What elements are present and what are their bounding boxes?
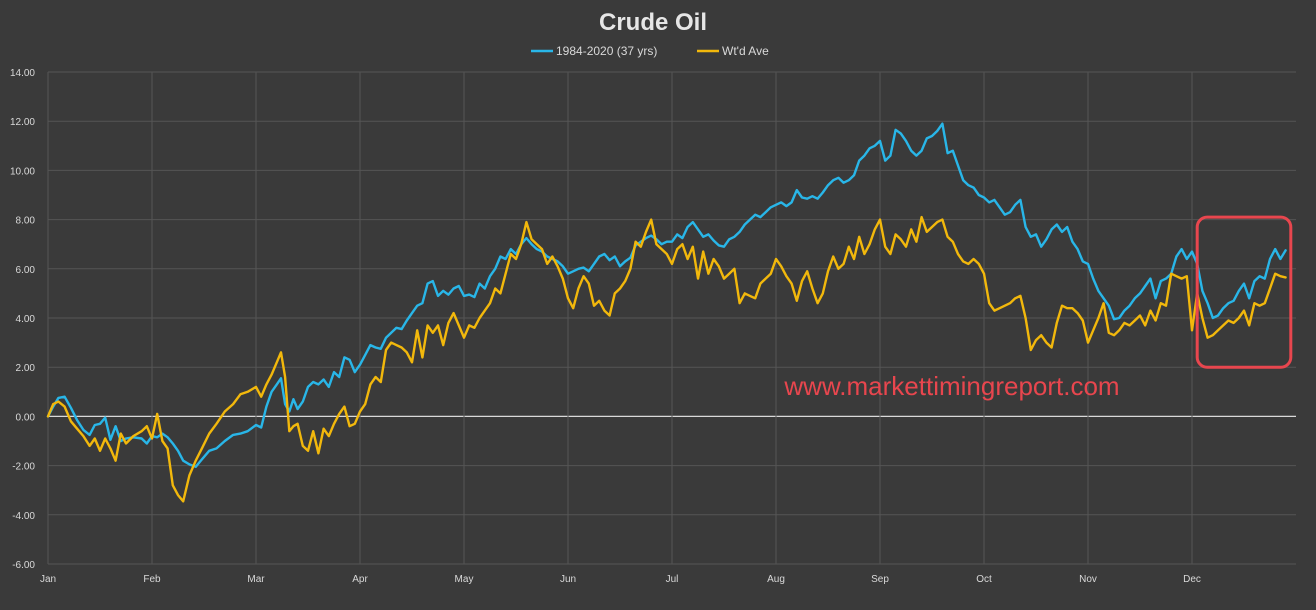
legend-label-2: Wt'd Ave	[722, 44, 769, 58]
x-tick-label: Sep	[871, 574, 889, 585]
grid	[47, 71, 1296, 565]
y-tick-label: 2.00	[16, 363, 36, 374]
x-tick-label: Nov	[1079, 574, 1097, 585]
x-tick-label: Feb	[143, 574, 161, 585]
y-tick-label: 6.00	[16, 265, 36, 276]
series-line-2	[46, 215, 1287, 503]
y-tick-label: 12.00	[10, 117, 35, 128]
chart-title: Crude Oil	[599, 9, 707, 36]
legend-label-1: 1984-2020 (37 yrs)	[556, 44, 657, 58]
y-tick-label: 8.00	[16, 216, 36, 227]
x-tick-label: May	[455, 574, 474, 585]
x-axis-ticks: Jan Feb Mar Apr May Jun Jul Aug Sep Oct Nov Dec	[40, 574, 1201, 585]
series-line-1	[46, 122, 1287, 468]
x-tick-label: Oct	[976, 574, 992, 585]
x-tick-label: Mar	[247, 574, 265, 585]
y-tick-label: -6.00	[12, 560, 35, 571]
y-tick-label: 14.00	[10, 68, 35, 79]
highlight-box	[1195, 215, 1293, 369]
x-tick-label: Apr	[352, 574, 368, 585]
x-tick-label: Dec	[1183, 574, 1201, 585]
y-tick-label: -2.00	[12, 462, 35, 473]
y-tick-label: 4.00	[16, 314, 36, 325]
x-tick-label: Aug	[767, 574, 785, 585]
x-tick-label: Jul	[666, 574, 679, 585]
y-axis-ticks: 14.00 12.00 10.00 8.00 6.00 4.00 2.00 0.00 -2.00…	[10, 68, 35, 571]
y-tick-label: -4.00	[12, 511, 35, 522]
legend: 1984-2020 (37 yrs) Wt'd Ave	[531, 44, 769, 58]
x-tick-label: Jun	[560, 574, 576, 585]
y-tick-label: 10.00	[10, 166, 35, 177]
watermark-annotation: www.markettimingreport.com	[783, 371, 1119, 401]
x-tick-label: Jan	[40, 574, 56, 585]
y-tick-label: 0.00	[16, 412, 36, 423]
series-lines	[46, 122, 1287, 503]
